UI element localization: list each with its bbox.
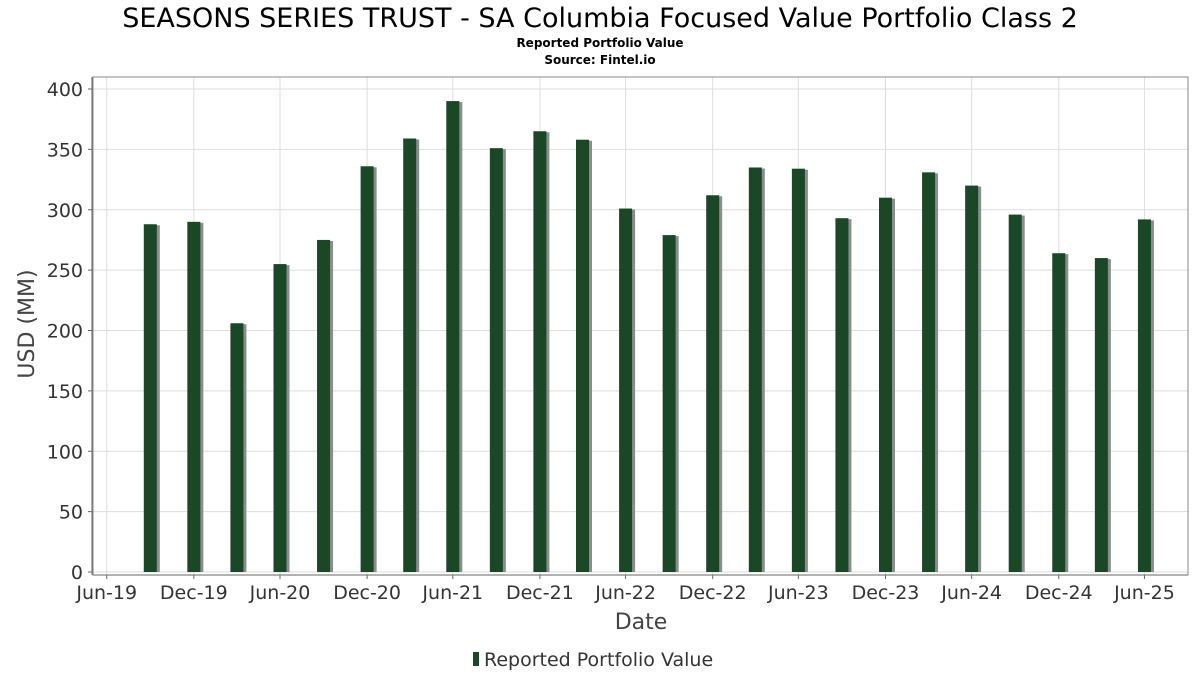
- x-tick-label: Jun-22: [594, 582, 656, 604]
- bar-series: [143, 101, 1154, 573]
- bar: [230, 323, 244, 572]
- bar: [791, 168, 805, 572]
- bar: [835, 218, 849, 572]
- bar: [1137, 219, 1151, 572]
- x-tick-label: Jun-23: [767, 582, 829, 604]
- x-tick-label: Dec-23: [852, 582, 920, 604]
- bar: [1008, 214, 1022, 572]
- y-tick-label: 150: [47, 381, 83, 403]
- bar: [360, 166, 374, 572]
- bar: [965, 185, 979, 572]
- x-axis-ticks: Jun-19 Dec-19 Jun-20 Dec-20 Jun-21 Dec-21 Jun-…: [75, 575, 1175, 604]
- bar: [576, 139, 590, 572]
- bar: [1052, 253, 1066, 572]
- y-tick-label: 300: [47, 200, 83, 222]
- legend-swatch: [473, 652, 479, 666]
- chart-source: Source: Fintel.io: [544, 53, 655, 67]
- bar: [273, 264, 287, 572]
- x-tick-label: Jun-21: [421, 582, 483, 604]
- y-axis-label: USD (MM): [15, 269, 40, 378]
- bar: [662, 235, 676, 573]
- y-axis-ticks: 0 50 100 150 200 250 300 350 400: [47, 79, 92, 584]
- bar: [533, 131, 547, 572]
- y-tick-label: 50: [59, 502, 83, 524]
- x-tick-label: Jun-25: [1113, 582, 1175, 604]
- y-tick-label: 100: [47, 441, 83, 463]
- bar: [143, 224, 157, 573]
- legend-label: Reported Portfolio Value: [484, 649, 713, 671]
- y-tick-label: 400: [47, 79, 83, 101]
- bar: [1094, 258, 1108, 572]
- y-tick-label: 350: [47, 139, 83, 161]
- bar: [922, 172, 936, 572]
- y-tick-label: 250: [47, 260, 83, 282]
- legend: Reported Portfolio Value: [473, 649, 713, 671]
- x-tick-label: Dec-20: [333, 582, 401, 604]
- chart-subtitle: Reported Portfolio Value: [516, 36, 683, 50]
- chart-title: SEASONS SERIES TRUST - SA Columbia Focus…: [122, 3, 1078, 34]
- x-tick-label: Jun-24: [940, 582, 1002, 604]
- x-tick-label: Dec-19: [160, 582, 228, 604]
- bar: [748, 167, 762, 573]
- x-tick-label: Dec-22: [679, 582, 747, 604]
- bar: [878, 197, 892, 573]
- y-tick-label: 200: [47, 321, 83, 343]
- x-tick-label: Jun-19: [75, 582, 137, 604]
- y-tick-label: 0: [71, 562, 83, 584]
- bar: [446, 101, 460, 572]
- x-axis-label: Date: [615, 610, 668, 635]
- x-tick-label: Dec-21: [506, 582, 574, 604]
- bar: [187, 221, 201, 572]
- axes: [91, 76, 1189, 576]
- x-tick-label: Dec-24: [1025, 582, 1093, 604]
- bar: [619, 208, 633, 573]
- x-tick-label: Jun-20: [249, 582, 311, 604]
- bar: [489, 148, 503, 573]
- bar: [403, 138, 417, 572]
- bar: [706, 195, 720, 572]
- bar: [317, 239, 331, 572]
